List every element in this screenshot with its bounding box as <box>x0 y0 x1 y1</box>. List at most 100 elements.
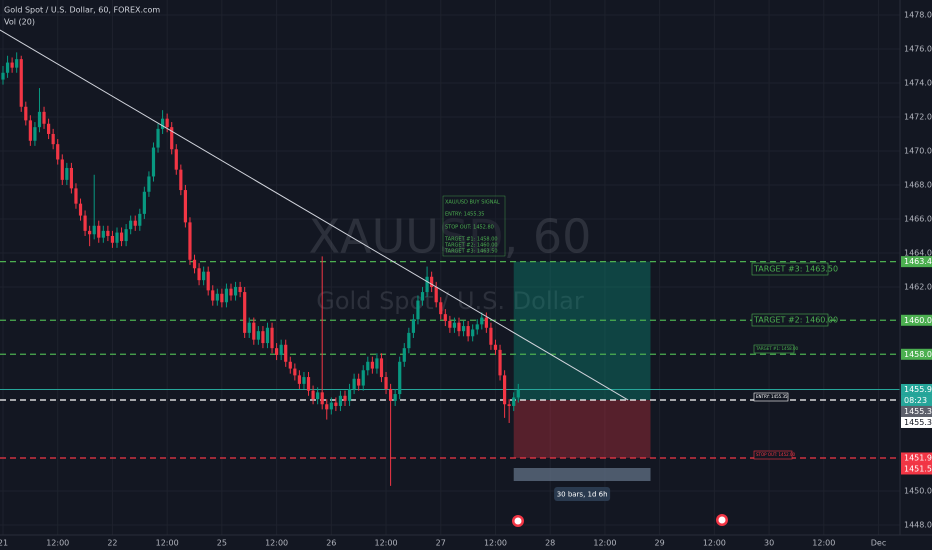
candle-body <box>233 286 238 296</box>
loss-zone <box>513 400 651 458</box>
x-tick-label: 12:00 <box>156 539 179 548</box>
candle-body <box>129 220 133 230</box>
signal-line: XAU/USD BUY SIGNAL <box>445 200 500 206</box>
candle-body <box>170 127 174 150</box>
candle-body <box>188 222 192 260</box>
candle-body <box>489 327 493 345</box>
annotation: TARGET #2: 1460.00 <box>753 316 838 325</box>
price-label: 1460.04 <box>904 316 932 325</box>
price-label-box <box>901 405 932 417</box>
axes: 1478.00 1476.00 1474.00 1472.00 1470.00 1468.… <box>0 10 932 548</box>
candle-body <box>110 235 115 243</box>
candle-body <box>297 375 301 384</box>
x-tick-label: 27 <box>436 539 446 548</box>
candle-body <box>270 327 274 349</box>
y-tick-label: 1462.00 <box>904 282 932 291</box>
signal-line: STOP OUT: 1452.80 <box>445 225 494 231</box>
candle-body <box>379 358 384 378</box>
candle-body <box>179 169 183 191</box>
candle-body <box>430 276 434 287</box>
candle-body <box>347 388 352 401</box>
price-label: 1463.49 <box>904 257 932 266</box>
price-label: 1455.97 <box>904 385 932 394</box>
candle-body <box>288 361 292 369</box>
candle-body <box>261 331 265 344</box>
price-label: 1458.04 <box>904 350 932 359</box>
y-tick-label: 1476.00 <box>904 44 932 53</box>
candle-body <box>302 377 306 384</box>
watermark-name: Gold Spot / U.S. Dollar <box>316 287 584 315</box>
candle-body <box>243 292 247 333</box>
annotation-box <box>751 313 829 327</box>
candle-body <box>293 368 297 376</box>
candle-body <box>161 118 165 129</box>
candle-body <box>443 314 447 321</box>
signal-line: ENTRY: 1455.35 <box>445 212 484 218</box>
candle-body <box>151 147 156 177</box>
range-bar <box>513 468 651 481</box>
candle-body <box>420 292 425 301</box>
candle-body <box>343 395 347 401</box>
candle-body <box>202 271 206 281</box>
countdown: 08:23 <box>904 396 927 405</box>
candle-body <box>466 326 470 337</box>
y-tick-label: 1470.00 <box>904 146 932 155</box>
candle-body <box>60 159 64 180</box>
candle-body <box>284 344 288 362</box>
candle-body <box>334 402 338 406</box>
candle-body <box>56 144 60 160</box>
candle-body <box>138 213 142 226</box>
grid <box>0 0 900 535</box>
candle-body <box>480 317 484 325</box>
candle-body <box>97 225 101 238</box>
candle-body <box>156 128 160 148</box>
candle-body <box>352 378 356 389</box>
watermark-symbol: XAUUSD, 60 <box>309 210 592 264</box>
candle-body <box>325 404 329 410</box>
x-tick-label: 29 <box>655 539 665 548</box>
candle-body <box>256 331 260 340</box>
candle-body <box>65 167 69 180</box>
price-label: 1455.38 <box>904 407 932 416</box>
annotation-box <box>753 392 789 402</box>
price-label-box <box>901 256 932 268</box>
event-icon[interactable] <box>512 515 524 527</box>
annotation-box <box>753 344 795 354</box>
x-tick-label: 12:00 <box>46 539 69 548</box>
symbol-title: Gold Spot / U.S. Dollar, 60, FOREX.com <box>4 6 160 15</box>
y-tick-label: 1472.00 <box>904 112 932 121</box>
watermark: XAUUSD, 60 Gold Spot / U.S. Dollar <box>309 210 592 316</box>
candle-body <box>252 322 256 340</box>
candle-body <box>197 268 201 281</box>
signal-box <box>442 195 506 257</box>
indicator-label: Vol (20) <box>4 18 35 27</box>
x-tick-label: 26 <box>326 539 336 548</box>
x-tick-label: 25 <box>217 539 227 548</box>
price-label-box <box>901 463 932 475</box>
candle-body <box>115 232 119 243</box>
y-tick-label: 1448.00 <box>904 520 932 529</box>
candle-body <box>512 397 516 406</box>
candle-body <box>92 225 96 235</box>
x-tick-label: 30 <box>764 539 774 548</box>
candle-body <box>439 302 443 315</box>
candle-body <box>375 358 379 369</box>
candle-body <box>448 320 452 328</box>
candle-body <box>37 111 42 128</box>
x-tick-label: 12:00 <box>812 539 835 548</box>
candle-body <box>471 329 475 337</box>
candle-body <box>503 375 507 405</box>
candle-body <box>425 276 429 293</box>
candle-body <box>83 215 87 231</box>
price-label-box <box>901 452 932 464</box>
candle-body <box>411 319 415 333</box>
candle-body <box>124 229 128 242</box>
candle-body <box>366 361 370 371</box>
event-icon[interactable] <box>716 514 728 526</box>
candle-body <box>357 378 361 386</box>
candle-body <box>461 326 466 332</box>
annotation: STOP OUT: 1452.00 <box>756 452 796 457</box>
